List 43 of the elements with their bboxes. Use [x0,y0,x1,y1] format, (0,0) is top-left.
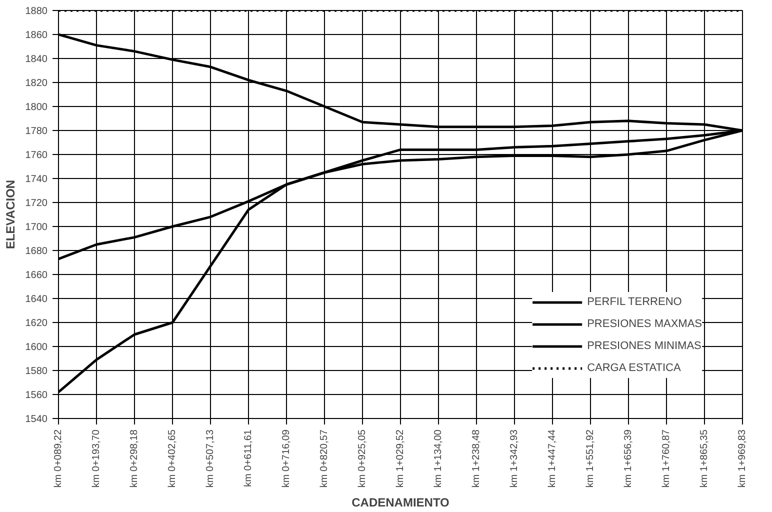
x-tick-label: km 0+193,70 [91,429,102,488]
x-tick-label: km 1+969,83 [737,429,748,488]
legend-label: PERFIL TERRENO [587,296,682,308]
y-tick-label: 1740 [25,174,48,185]
y-axis-title: ELEVACION [3,180,18,250]
x-tick-label: km 1+134,00 [433,429,444,488]
y-tick-label: 1580 [25,366,48,377]
x-tick-label: km 0+089,22 [53,429,64,488]
y-tick-label: 1860 [25,30,48,41]
x-axis-title: CADENAMIENTO [352,496,450,510]
y-tick-label: 1840 [25,54,48,65]
x-tick-label: km 1+760,87 [661,429,672,488]
y-tick-label: 1780 [25,126,48,137]
x-tick-label: km 0+402,65 [167,429,178,488]
x-tick-label: km 0+716,09 [281,429,292,488]
y-tick-label: 1820 [25,78,48,89]
y-tick-label: 1560 [25,390,48,401]
y-tick-label: 1680 [25,246,48,257]
legend-label: CARGA ESTATICA [587,362,681,374]
x-tick-label: km 0+925,05 [357,429,368,488]
y-tick-label: 1540 [25,414,48,425]
x-tick-label: km 0+820,57 [319,429,330,488]
y-tick-label: 1720 [25,198,48,209]
y-tick-label: 1600 [25,342,48,353]
x-tick-label: km 1+865,35 [699,429,710,488]
x-tick-label: km 1+656,39 [623,429,634,488]
x-tick-label: km 1+238,48 [471,429,482,488]
y-tick-label: 1760 [25,150,48,161]
y-tick-label: 1640 [25,294,48,305]
y-tick-label: 1620 [25,318,48,329]
x-tick-label: km 0+507,13 [205,429,216,488]
x-tick-label: km 1+029,52 [395,429,406,488]
y-tick-label: 1880 [25,6,48,17]
legend-label: PRESIONES MINIMAS [587,340,702,352]
y-tick-label: 1700 [25,222,48,233]
legend-label: PRESIONES MAXMAS [587,318,702,330]
y-tick-label: 1660 [25,270,48,281]
x-tick-label: km 1+447,44 [547,429,558,488]
y-tick-label: 1800 [25,102,48,113]
x-tick-label: km 0+611,61 [243,429,254,487]
x-tick-label: km 1+551,92 [585,429,596,488]
x-tick-label: km 0+298,18 [129,429,140,488]
x-tick-label: km 1+342,93 [509,429,520,488]
